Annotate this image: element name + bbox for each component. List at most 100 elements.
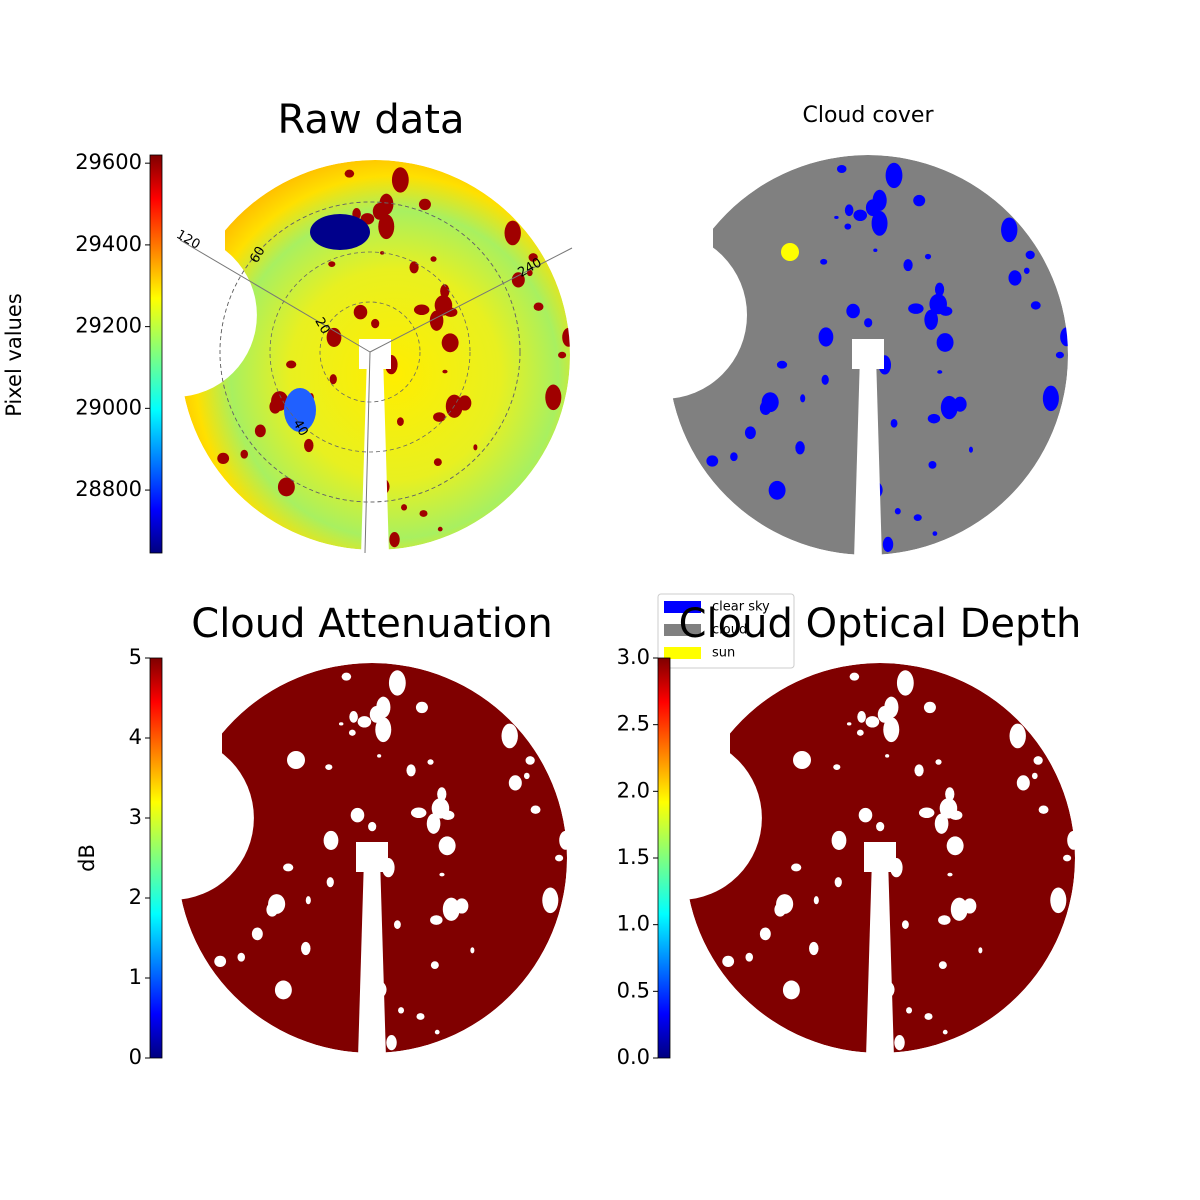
panel-title: Raw data <box>278 97 465 143</box>
panel-title: Cloud Optical Depth <box>679 601 1082 647</box>
sky-blob <box>923 701 936 714</box>
sky-blob <box>914 764 924 777</box>
sky-blob <box>558 351 567 359</box>
colorbar-label: Pixel values <box>2 293 26 417</box>
sky-blob <box>936 333 954 352</box>
sky-blob <box>419 510 428 517</box>
sky-blob <box>353 304 368 320</box>
sky-blob <box>868 353 882 364</box>
sky-blob <box>833 764 841 771</box>
sky-blob <box>946 836 964 856</box>
polar-label: 120 <box>173 227 202 252</box>
sky-blob <box>523 772 530 780</box>
colorbar-tick-label: 29400 <box>75 232 142 256</box>
polar-grid <box>269 251 471 453</box>
sky-blob <box>368 980 387 999</box>
sky-blob <box>217 452 230 464</box>
panel-title: Cloud cover <box>803 103 935 128</box>
sky-blob <box>357 716 372 728</box>
sky-blob <box>434 1029 440 1035</box>
sky-blob <box>375 717 392 743</box>
legend-patch <box>664 624 701 636</box>
sky-blob <box>430 915 443 925</box>
sky-blob <box>856 729 864 736</box>
polar-grid <box>319 301 421 403</box>
sky-blob <box>821 374 829 385</box>
sky-blob <box>776 360 788 369</box>
sky-blob <box>240 449 249 459</box>
sky-blob <box>744 426 756 440</box>
legend-patch <box>664 647 701 659</box>
sky-blob <box>304 438 314 453</box>
sky-blob <box>382 858 395 878</box>
legend-patch <box>664 601 701 613</box>
sky-blob <box>722 955 735 967</box>
sky-blob <box>876 821 885 832</box>
sky-blob <box>934 282 945 297</box>
sky-blob <box>418 198 431 211</box>
sky-blob <box>938 915 951 925</box>
sky-blob <box>1060 327 1074 347</box>
sky-blob <box>545 384 562 411</box>
sky-blob <box>364 867 370 872</box>
colorbar-tick-label: 4 <box>129 725 142 749</box>
sky-blob <box>846 303 860 319</box>
sky-blob <box>939 306 953 316</box>
sky-blob <box>389 532 400 548</box>
colorbar <box>149 154 163 554</box>
sky-blob <box>401 504 408 511</box>
sky-blob <box>376 696 391 718</box>
sky-blob <box>876 980 895 999</box>
sky-blob <box>706 455 719 467</box>
sky-blob <box>928 461 937 469</box>
sky-blob <box>413 304 430 316</box>
sky-blob <box>388 670 406 696</box>
colorbar-tick-label: 1.0 <box>617 912 650 936</box>
sky-blob <box>528 253 538 262</box>
sky-blob <box>305 896 311 905</box>
sky-blob <box>865 716 880 728</box>
sky-blob <box>1025 250 1035 260</box>
sky-blob <box>409 261 419 274</box>
sky-blob <box>1008 270 1022 286</box>
sky-blob <box>872 189 887 211</box>
sky-blob <box>860 364 865 369</box>
sky-blob <box>1033 756 1043 765</box>
sky-blob <box>310 214 370 250</box>
sky-blob <box>978 947 983 954</box>
sky-image <box>176 663 573 1053</box>
sky-blob <box>526 269 533 277</box>
sky-blob <box>274 980 292 1000</box>
polar-axis <box>369 247 573 353</box>
sky-blob <box>834 215 839 219</box>
polar-axis <box>179 239 371 353</box>
sky-blob <box>1067 830 1081 850</box>
sky-blob <box>745 952 754 962</box>
polar-label: 20 <box>311 315 332 337</box>
sky-blob <box>283 863 294 872</box>
sky-blob <box>371 477 390 496</box>
sky-blob <box>559 830 573 850</box>
colorbar-tick-label: 2.5 <box>617 712 650 736</box>
colorbar-tick-label: 29000 <box>75 395 142 419</box>
sky-blob <box>932 531 938 536</box>
sky-blob <box>437 526 443 532</box>
sky-blob <box>864 480 883 500</box>
sky-blob <box>901 920 909 929</box>
sky-blob <box>1016 775 1030 791</box>
sky-blob <box>896 670 914 696</box>
sky-blob <box>782 980 800 1000</box>
sky-blob <box>1001 217 1018 243</box>
polar-axis <box>364 351 371 554</box>
colorbar-tick-label: 5 <box>129 645 142 669</box>
sky-blob <box>430 961 439 969</box>
sky-blob <box>533 302 544 311</box>
sky-blob <box>903 259 913 272</box>
sky-blob <box>857 711 866 723</box>
sky-blob <box>438 836 456 856</box>
sky-blob <box>950 897 968 921</box>
sky-blob <box>219 848 234 872</box>
sky-image <box>179 160 576 550</box>
sky-blob <box>410 807 427 819</box>
